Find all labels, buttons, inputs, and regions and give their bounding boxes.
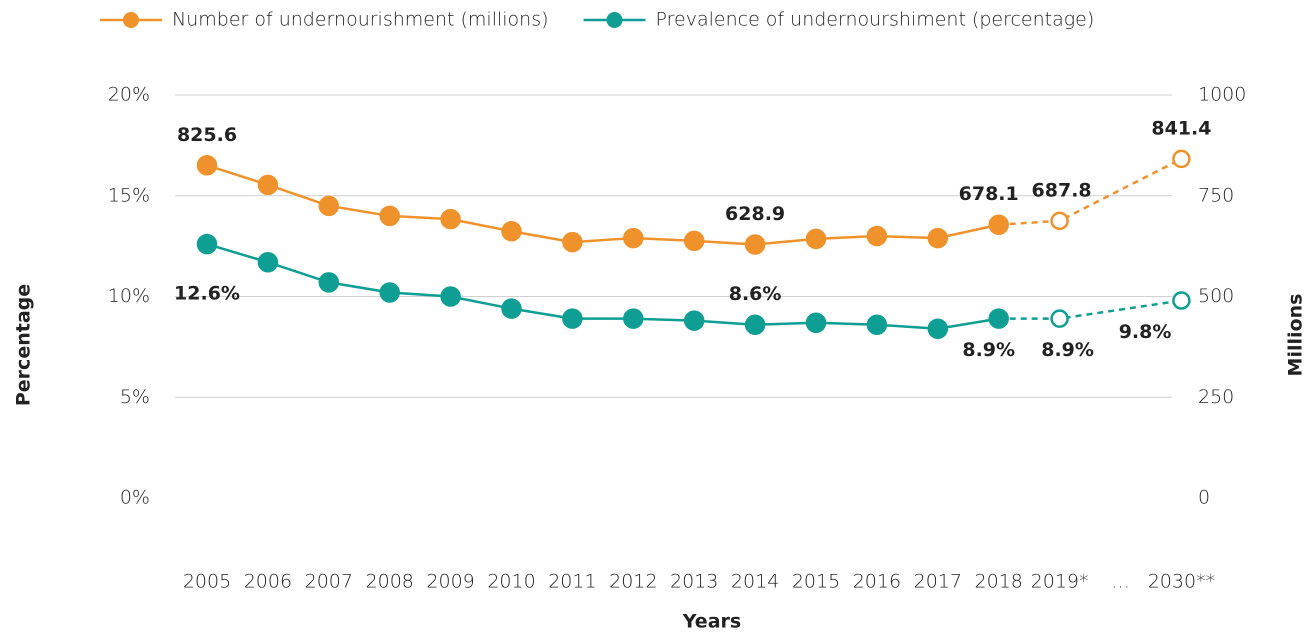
- point: [440, 286, 461, 307]
- x-tick-label: 2008: [366, 571, 414, 593]
- data-label: 9.8%: [1119, 321, 1172, 343]
- point: [683, 310, 705, 331]
- x-tick-label: 2006: [244, 571, 292, 593]
- x-tick-label: 2012: [609, 571, 657, 593]
- point: [257, 174, 279, 196]
- point: [927, 227, 949, 249]
- x-tick-label: 2010: [487, 571, 535, 593]
- point: [318, 195, 340, 217]
- point: [501, 298, 522, 319]
- y-tick-label: 15%: [108, 184, 150, 206]
- data-label: 12.6%: [174, 283, 240, 305]
- point: [623, 308, 644, 329]
- x-tick-label: 2015: [792, 571, 840, 593]
- y-axis-title: Percentage: [13, 284, 35, 406]
- data-label: 8.6%: [729, 283, 782, 305]
- data-label: 825.6: [177, 124, 237, 146]
- point: [501, 220, 522, 242]
- x-tick-label: 2007: [305, 571, 353, 593]
- y2-tick-label: 500: [1198, 285, 1234, 307]
- x-tick-label: 2017: [914, 571, 962, 593]
- point: [744, 314, 766, 335]
- y2-axis-title: Millions: [1285, 294, 1307, 377]
- point: [805, 228, 827, 250]
- point: [683, 230, 705, 252]
- x-tick-label: 2009: [426, 571, 474, 593]
- projected-line: [998, 299, 1182, 320]
- x-tick-label: 2019*: [1031, 571, 1089, 593]
- point: [866, 225, 888, 247]
- point: [927, 318, 949, 339]
- x-tick-label: 2016: [853, 571, 901, 593]
- x-axis-title: Years: [682, 611, 741, 633]
- x-tick-label: 2018: [975, 571, 1023, 593]
- data-label: 841.4: [1151, 117, 1211, 139]
- point: [988, 214, 1009, 235]
- point: [988, 308, 1009, 329]
- x-tick-label: 2030**: [1148, 571, 1215, 593]
- point: [1172, 149, 1191, 169]
- point: [866, 314, 888, 335]
- point: [379, 205, 400, 227]
- point: [1050, 309, 1069, 328]
- data-label: 687.8: [1032, 179, 1092, 201]
- data-label: 8.9%: [962, 339, 1015, 361]
- point: [196, 155, 218, 176]
- point: [318, 272, 340, 293]
- data-label: 628.9: [725, 203, 785, 225]
- x-gap-label: …: [1111, 571, 1130, 593]
- y-tick-label: 20%: [108, 84, 150, 106]
- x-tick-label: 2013: [670, 571, 718, 593]
- point: [805, 312, 827, 333]
- point: [196, 233, 218, 255]
- point: [562, 231, 583, 253]
- y-tick-label: 10%: [108, 285, 150, 307]
- y2-tick-label: 0: [1198, 487, 1210, 509]
- x-tick-label: 2005: [183, 571, 231, 593]
- x-tick-label: 2014: [731, 571, 779, 593]
- legend-marker: [123, 12, 139, 28]
- legend-label: Prevalence of undernourshiment (percenta…: [656, 9, 1095, 31]
- point: [744, 234, 766, 255]
- point: [1172, 291, 1191, 310]
- point: [1050, 211, 1069, 231]
- data-label: 678.1: [959, 183, 1019, 205]
- y2-tick-label: 1000: [1198, 84, 1246, 106]
- x-tick-label: 2011: [548, 571, 596, 593]
- data-label: 8.9%: [1041, 339, 1094, 361]
- point: [623, 227, 644, 249]
- point: [440, 208, 461, 230]
- point: [257, 251, 279, 273]
- y2-tick-label: 750: [1198, 184, 1234, 206]
- y-tick-label: 0%: [120, 487, 150, 509]
- point: [562, 308, 583, 329]
- y-tick-label: 5%: [120, 386, 150, 408]
- legend-marker: [606, 12, 623, 28]
- point: [379, 282, 400, 303]
- y2-tick-label: 250: [1198, 386, 1234, 408]
- legend-label: Number of undernourishment (millions): [172, 9, 549, 31]
